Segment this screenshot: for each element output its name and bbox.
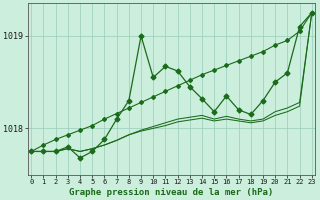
X-axis label: Graphe pression niveau de la mer (hPa): Graphe pression niveau de la mer (hPa): [69, 188, 274, 197]
